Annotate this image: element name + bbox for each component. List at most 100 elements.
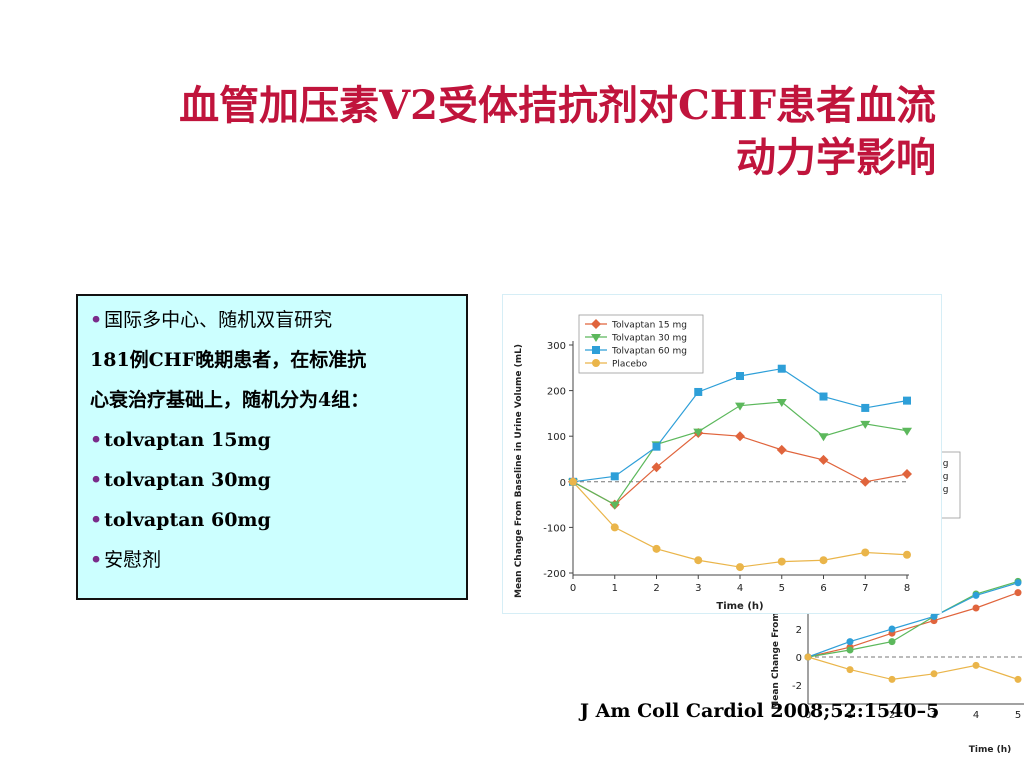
secondary-series-line <box>807 592 1019 658</box>
study-line-text: 心衰治疗基础上，随机分为4组： <box>90 389 370 411</box>
study-description-box: • 国际多中心、随机双盲研究 181例CHF晚期患者，在标准抗 心衰治疗基础上，随机分… <box>76 294 468 600</box>
secondary-legend-fragment: ng <box>937 459 948 469</box>
x-tick-label: 3 <box>695 583 701 594</box>
x-tick-label: 6 <box>820 583 826 594</box>
study-line-text: 国际多中心、随机双盲研究 <box>104 309 333 331</box>
secondary-x-tick-label: 2 <box>889 710 895 721</box>
secondary-x-tick-label: 3 <box>931 710 937 721</box>
secondary-y-axis-label: Mean Change From B <box>771 602 781 710</box>
study-line-text: 安慰剂 <box>104 549 162 571</box>
data-point <box>861 403 870 412</box>
secondary-x-tick-label: 4 <box>973 710 979 721</box>
study-line-4: • tolvaptan 15mg <box>90 420 456 460</box>
secondary-series-line <box>807 656 1019 681</box>
secondary-data-point <box>804 653 812 661</box>
data-point <box>735 402 745 411</box>
bullet-point: • <box>90 309 103 331</box>
study-line-text: 181例CHF晚期患者，在标准抗 <box>90 349 367 371</box>
series-circle <box>569 477 911 572</box>
axes: 300 200 100 0 -100 -200 0 1 2 3 4 5 6 7 8 Time (h) Mean … <box>514 341 910 612</box>
bullet-point: • <box>90 549 103 571</box>
data-point <box>652 442 661 451</box>
secondary-data-point <box>1014 675 1022 683</box>
x-axis-label: Time (h) <box>716 601 763 612</box>
secondary-x-tick-label: 0 <box>805 710 811 721</box>
citation: J Am Coll Cardiol 2008;52:1540–5 <box>580 700 940 722</box>
y-tick-label: 300 <box>547 341 566 352</box>
legend-label: Tolvaptan 15 mg <box>611 321 687 331</box>
data-point <box>818 454 829 465</box>
slide-title: 血管加压素V2受体拮抗剂对CHF患者血流 动力学影响 <box>36 80 936 184</box>
data-point <box>903 550 911 559</box>
data-point <box>694 387 703 396</box>
data-point <box>777 557 786 566</box>
study-line-3: 心衰治疗基础上，随机分为4组： <box>90 380 456 420</box>
y-tick-label: 100 <box>547 432 566 443</box>
secondary-data-point <box>888 675 896 683</box>
data-point <box>693 428 704 437</box>
bullet-point: • <box>90 509 103 531</box>
data-point <box>777 364 786 373</box>
x-tick-label: 5 <box>779 583 785 594</box>
data-point <box>902 469 912 480</box>
data-point <box>652 544 661 553</box>
secondary-data-point <box>888 625 896 633</box>
series-line <box>572 432 908 506</box>
secondary-legend-fragment: ng <box>937 472 948 482</box>
secondary-data-point <box>846 646 854 654</box>
legend-marker <box>591 334 601 342</box>
data-point <box>610 523 619 532</box>
study-line-5: • tolvaptan 30mg <box>90 460 456 500</box>
secondary-data-point <box>972 604 980 612</box>
data-point <box>736 372 744 381</box>
secondary-data-point <box>1014 579 1022 587</box>
secondary-y-tick-label: 0 <box>796 653 802 664</box>
series-line <box>572 481 908 568</box>
secondary-data-point <box>888 638 896 646</box>
data-point <box>610 472 619 481</box>
secondary-data-point <box>972 661 980 669</box>
secondary-series-line <box>807 582 1019 658</box>
study-line-6: • tolvaptan 60mg <box>90 500 456 540</box>
data-point <box>651 462 662 473</box>
y-tick-label: 200 <box>547 387 566 398</box>
data-point <box>819 556 828 565</box>
data-point <box>903 396 911 405</box>
data-point <box>818 433 829 442</box>
bullet-point: • <box>90 469 103 491</box>
secondary-y-tick-label: -2 <box>792 681 802 692</box>
urine-volume-chart-svg: 300 200 100 0 -100 -200 0 1 2 3 4 5 6 7 8 Time (h) Mean … <box>514 314 912 612</box>
series-line <box>572 368 908 483</box>
legend-label: Placebo <box>612 360 648 370</box>
data-point <box>609 501 620 510</box>
secondary-x-tick-label: 5 <box>1015 710 1021 721</box>
secondary-data-point <box>930 670 938 678</box>
y-tick-label: -100 <box>543 523 566 534</box>
study-line-2: 181例CHF晚期患者，在标准抗 <box>90 340 456 380</box>
legend-label: Tolvaptan 30 mg <box>611 334 687 344</box>
data-point <box>735 431 745 442</box>
study-line-text: tolvaptan 15mg <box>104 429 271 451</box>
data-point <box>861 548 870 557</box>
study-line-7: • 安慰剂 <box>90 540 456 580</box>
slide-title-line-2: 动力学影响 <box>736 134 936 181</box>
data-point <box>819 392 828 401</box>
study-line-text: tolvaptan 60mg <box>104 509 271 531</box>
series-line <box>572 401 908 506</box>
secondary-data-point <box>972 591 980 599</box>
x-tick-label: 1 <box>612 583 618 594</box>
secondary-data-point <box>1014 589 1022 597</box>
secondary-legend-fragment: ng <box>937 485 948 495</box>
data-point <box>902 427 912 436</box>
secondary-series-line <box>807 580 1019 658</box>
secondary-x-axis-label: Time (h) <box>969 745 1011 755</box>
legend-marker <box>592 359 600 367</box>
data-point <box>736 563 744 572</box>
x-tick-label: 7 <box>862 583 868 594</box>
data-point <box>694 556 703 565</box>
x-tick-label: 8 <box>904 583 910 594</box>
x-tick-label: 0 <box>570 583 576 594</box>
data-point <box>860 476 871 487</box>
y-axis-label: Mean Change From Baseline in Urine Volum… <box>514 344 524 598</box>
data-point <box>776 399 787 407</box>
